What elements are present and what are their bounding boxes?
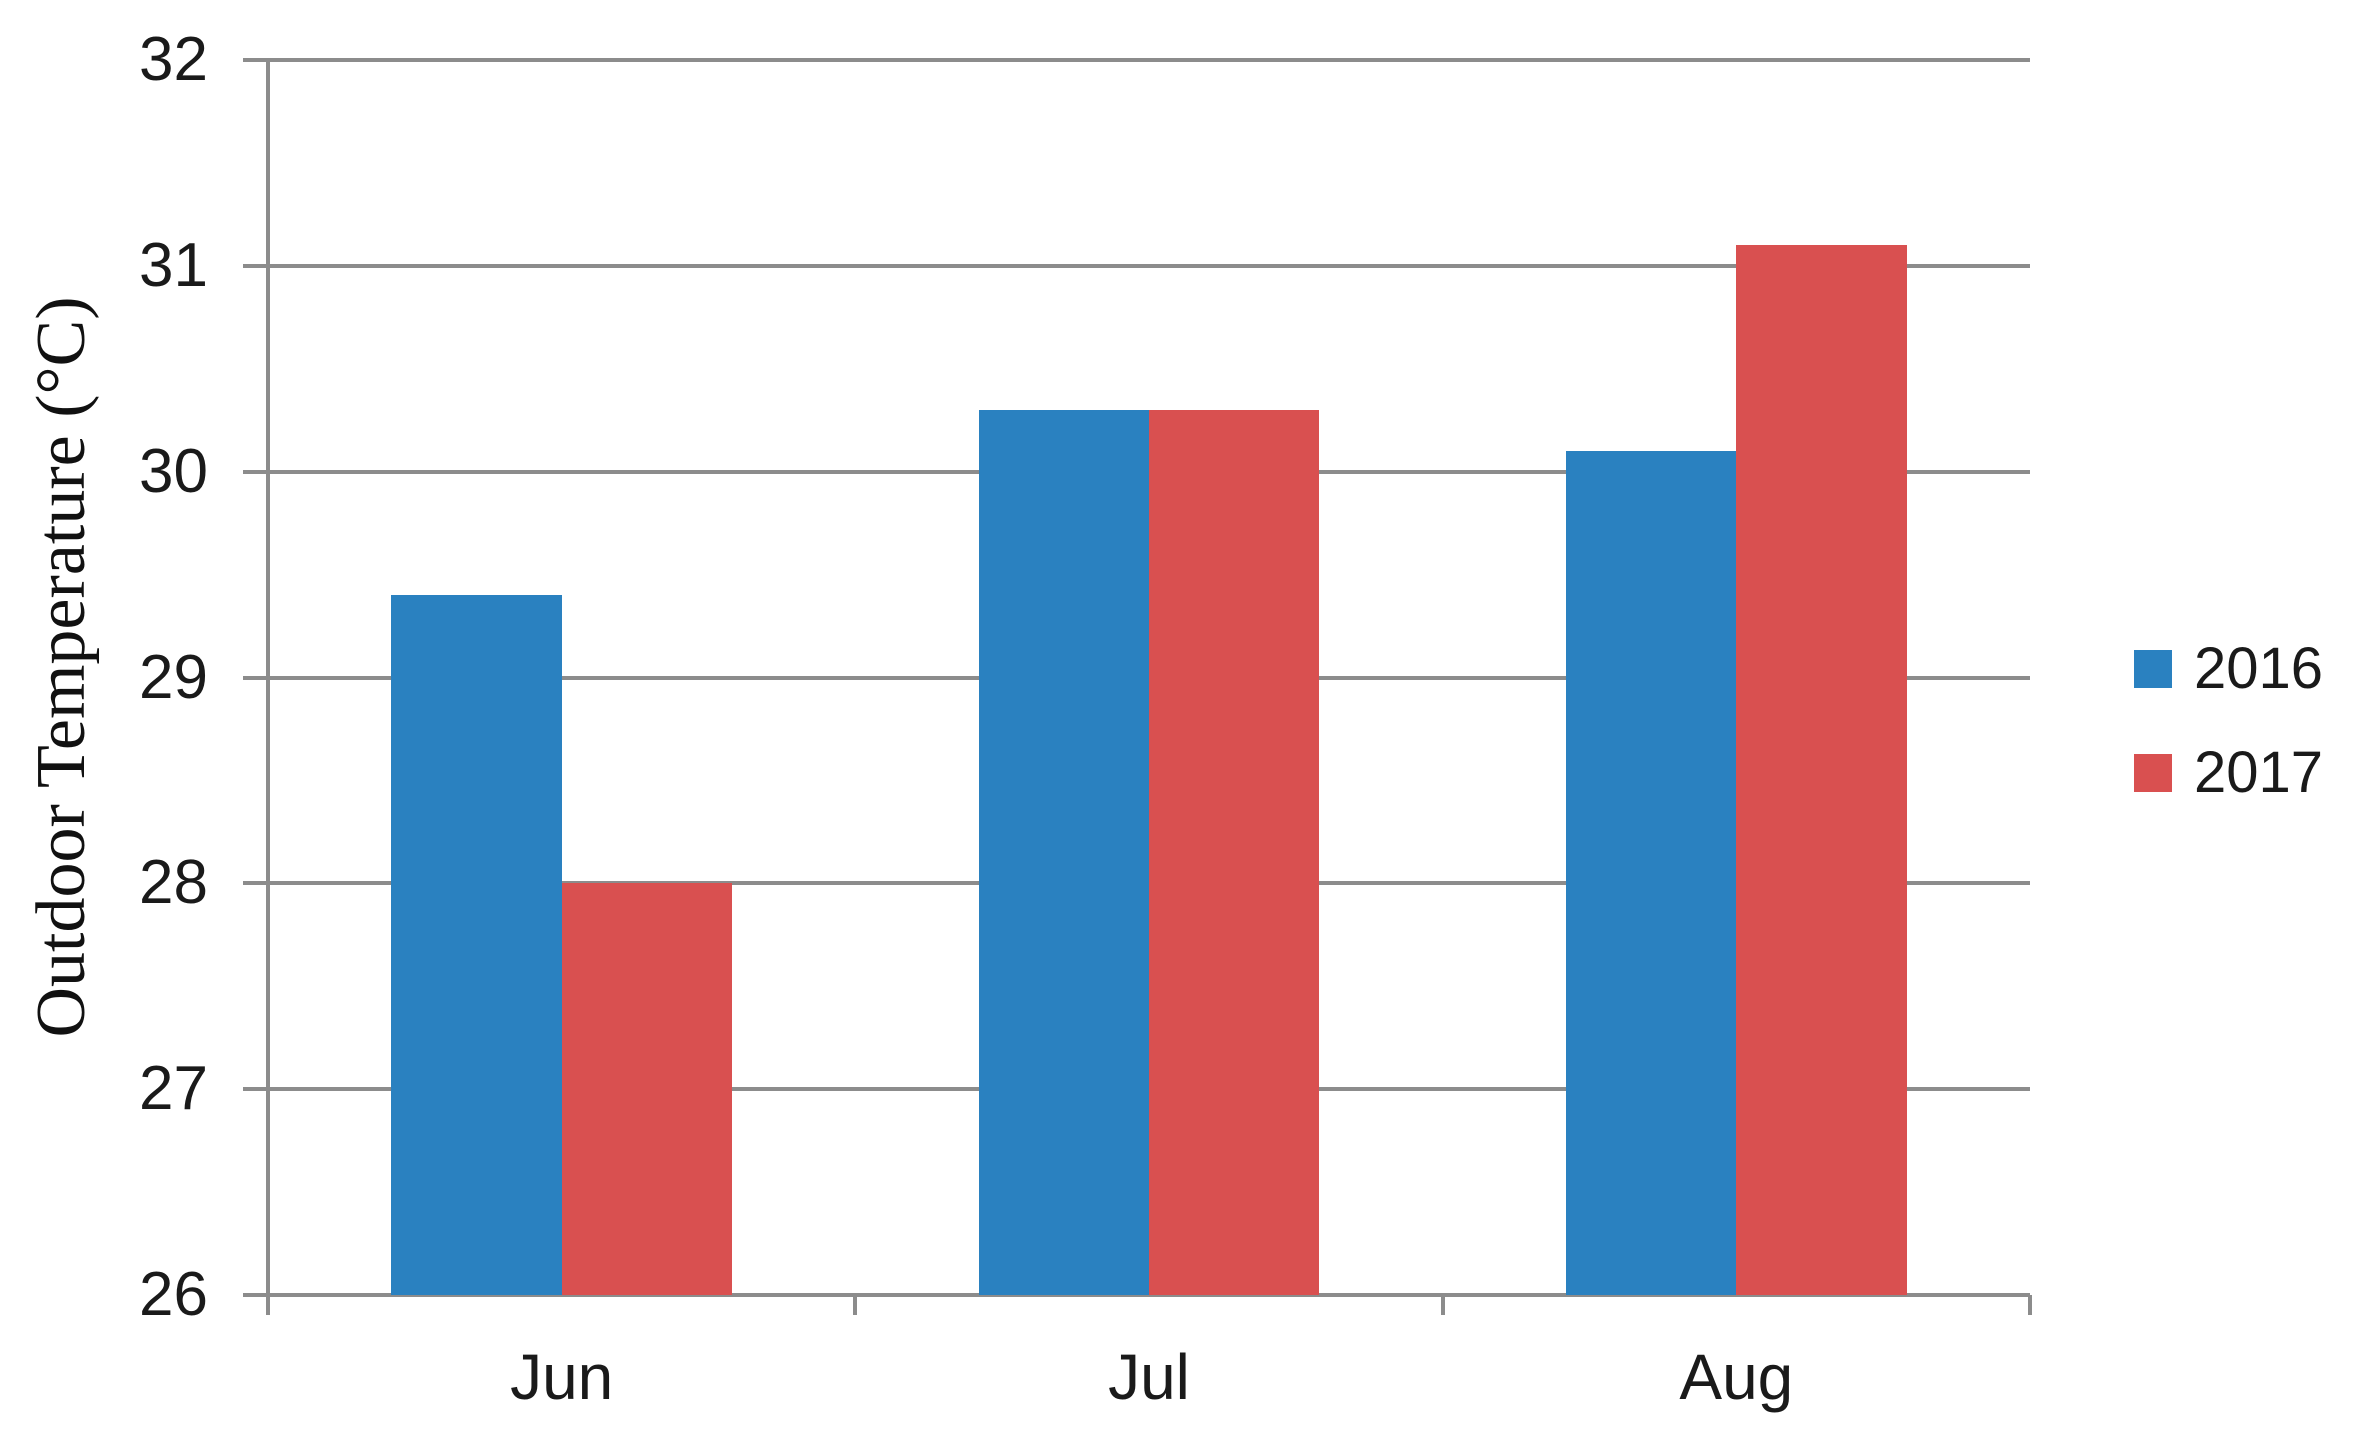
y-tick-label: 29 [139, 642, 208, 712]
legend-item-2016: 2016 [2134, 640, 2323, 698]
y-tick-label: 30 [139, 436, 208, 506]
x-axis-tick [853, 1295, 858, 1315]
bar-group-jun [268, 60, 855, 1295]
legend: 2016 2017 [2134, 640, 2323, 848]
x-tick-label: Jul [1108, 1341, 1190, 1413]
bar-2016-jul [978, 409, 1149, 1295]
gridline [243, 58, 2030, 62]
gridline [243, 263, 2030, 268]
bar-2017-jul [1148, 409, 1320, 1295]
legend-swatch-icon [2134, 650, 2172, 688]
bar-2017-aug [1736, 245, 1907, 1295]
y-tick-label: 27 [139, 1054, 208, 1124]
plot-area [243, 58, 2032, 1315]
x-axis-tick [2028, 1295, 2032, 1315]
y-axis-line [266, 60, 270, 1313]
bar-2016-jun [391, 595, 562, 1295]
legend-swatch-icon [2134, 754, 2172, 792]
y-tick-label: 26 [139, 1260, 208, 1329]
y-tick-label: 32 [139, 25, 208, 94]
y-tick-label: 31 [139, 230, 208, 300]
bar-group-jul [855, 60, 1442, 1295]
legend-label: 2017 [2194, 740, 2324, 805]
legend-item-2017: 2017 [2134, 744, 2323, 802]
legend-label: 2016 [2194, 636, 2324, 701]
bar-2017-jun [561, 883, 732, 1295]
x-tick-label: Jun [510, 1341, 614, 1413]
x-tick-label: Aug [1679, 1341, 1794, 1413]
bar-2016-aug [1565, 451, 1737, 1295]
gridline [243, 1293, 2030, 1297]
bar-group-aug [1443, 60, 2030, 1295]
x-axis-tick [1440, 1295, 1445, 1315]
x-axis-tick [266, 1295, 270, 1315]
y-tick-label: 28 [139, 848, 208, 918]
